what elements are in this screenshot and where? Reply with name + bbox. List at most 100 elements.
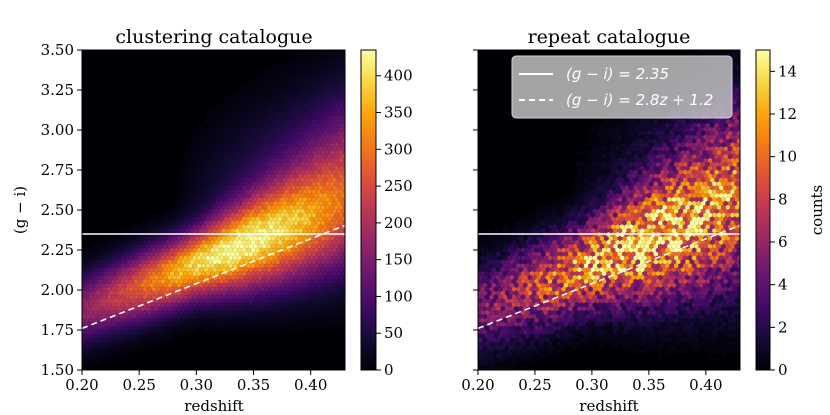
- hexbin-cell: [120, 294, 125, 300]
- hexbin-cell: [192, 286, 197, 292]
- hexbin-cell: [221, 118, 227, 125]
- hexbin-cell: [118, 306, 123, 312]
- hexbin-cell: [311, 181, 317, 187]
- hexbin-cell: [345, 154, 350, 159]
- hexbin-cell: [619, 169, 625, 175]
- hexbin-cell: [298, 313, 303, 320]
- hexbin-cell: [610, 122, 616, 128]
- hexbin-cell: [338, 79, 344, 86]
- hexbin-cell: [194, 173, 200, 179]
- hexbin-cell: [106, 349, 112, 355]
- hexbin-cell: [158, 313, 164, 320]
- hexbin-cell: [194, 274, 200, 281]
- hexbin-cell: [304, 255, 310, 261]
- hexbin-cell: [295, 52, 301, 58]
- hexbin-cell: [311, 173, 317, 179]
- hexbin-cell: [300, 224, 305, 230]
- hexbin-cell: [304, 154, 310, 160]
- hexbin-cell: [246, 317, 251, 323]
- hexbin-cell: [176, 189, 182, 195]
- hexbin-cell: [271, 150, 276, 156]
- hexbin-cell: [338, 228, 344, 234]
- hexbin-cell: [736, 122, 740, 128]
- hexbin-cell: [284, 64, 290, 70]
- hexbin-cell: [122, 267, 127, 273]
- hexbin-cell: [673, 146, 679, 152]
- hexbin-cell: [257, 243, 263, 249]
- hexbin-cell: [298, 56, 303, 62]
- hexbin-cell: [255, 302, 260, 308]
- hexbin-cell: [165, 333, 170, 339]
- hexbin-cell: [329, 235, 335, 242]
- hexbin-cell: [721, 165, 726, 171]
- hexbin-cell: [298, 150, 303, 156]
- hexbin-cell: [154, 274, 159, 281]
- hexbin-cell: [345, 138, 350, 143]
- hexbin-cell: [160, 325, 166, 331]
- hexbin-cell: [208, 290, 213, 296]
- hexbin-cell: [331, 271, 337, 277]
- hexbin-cell: [329, 220, 335, 226]
- hexbin-cell: [246, 177, 251, 183]
- hexbin-cell: [316, 243, 321, 249]
- hexbin-cell: [241, 130, 247, 136]
- hexbin-cell: [239, 165, 245, 171]
- hexbin-cell: [721, 173, 726, 179]
- hexbin-cell: [336, 52, 341, 58]
- hexbin-cell: [649, 142, 654, 148]
- hexbin-cell: [304, 185, 310, 191]
- hexbin-cell: [622, 165, 627, 171]
- hexbin-cell: [700, 122, 706, 128]
- hexbin-cell: [302, 157, 308, 164]
- y-tick-label: 1.50: [41, 361, 74, 379]
- hexbin-cell: [226, 196, 231, 203]
- hexbin-cell: [707, 189, 713, 195]
- hexbin-cell: [102, 263, 107, 269]
- hexbin-cell: [266, 204, 272, 210]
- hexbin-cell: [221, 111, 227, 117]
- hexbin-cell: [241, 154, 247, 160]
- hexbin-cell: [716, 150, 722, 156]
- hexbin-cell: [163, 298, 168, 304]
- hexbin-cell: [309, 317, 314, 323]
- hexbin-cell: [253, 126, 258, 132]
- hexbin-cell: [345, 99, 350, 104]
- hexbin-cell: [100, 352, 105, 359]
- hexbin-cell: [259, 278, 265, 284]
- hexbin-cell: [129, 310, 134, 316]
- hexbin-cell: [194, 181, 200, 187]
- hexbin-cell: [727, 193, 733, 199]
- hexbin-cell: [705, 138, 710, 144]
- hexbin-cell: [264, 169, 269, 175]
- hexbin-cell: [282, 317, 287, 323]
- hexbin-cell: [291, 115, 296, 121]
- hexbin-cell: [707, 181, 713, 187]
- hexbin-cell: [307, 267, 312, 273]
- hexbin-cell: [176, 220, 182, 226]
- hexbin-cell: [698, 196, 704, 203]
- hexbin-cell: [221, 267, 227, 273]
- hexbin-cell: [345, 131, 350, 136]
- hexbin-cell: [203, 267, 209, 273]
- hexbin-cell: [248, 212, 254, 218]
- hexbin-cell: [192, 193, 197, 199]
- hexbin-cell: [727, 169, 733, 175]
- hexbin-cell: [273, 302, 278, 308]
- hexbin-cell: [696, 161, 701, 167]
- hexbin-cell: [246, 310, 251, 316]
- hexbin-cell: [196, 216, 202, 222]
- hexbin-cell: [232, 122, 238, 128]
- hexbin-cell: [181, 181, 186, 187]
- hexbin-cell: [311, 150, 317, 156]
- hexbin-cell: [676, 118, 681, 125]
- hexbin-cell: [262, 306, 267, 312]
- hexbin-cell: [223, 263, 229, 269]
- hexbin-cell: [264, 83, 269, 89]
- hexbin-cell: [599, 150, 605, 156]
- hexbin-cell: [307, 142, 312, 148]
- hexbin-cell: [658, 142, 663, 148]
- hexbin-cell: [262, 228, 267, 234]
- hexbin-cell: [633, 177, 638, 183]
- hexbin-cell: [113, 290, 118, 296]
- hexbin-cell: [727, 130, 733, 136]
